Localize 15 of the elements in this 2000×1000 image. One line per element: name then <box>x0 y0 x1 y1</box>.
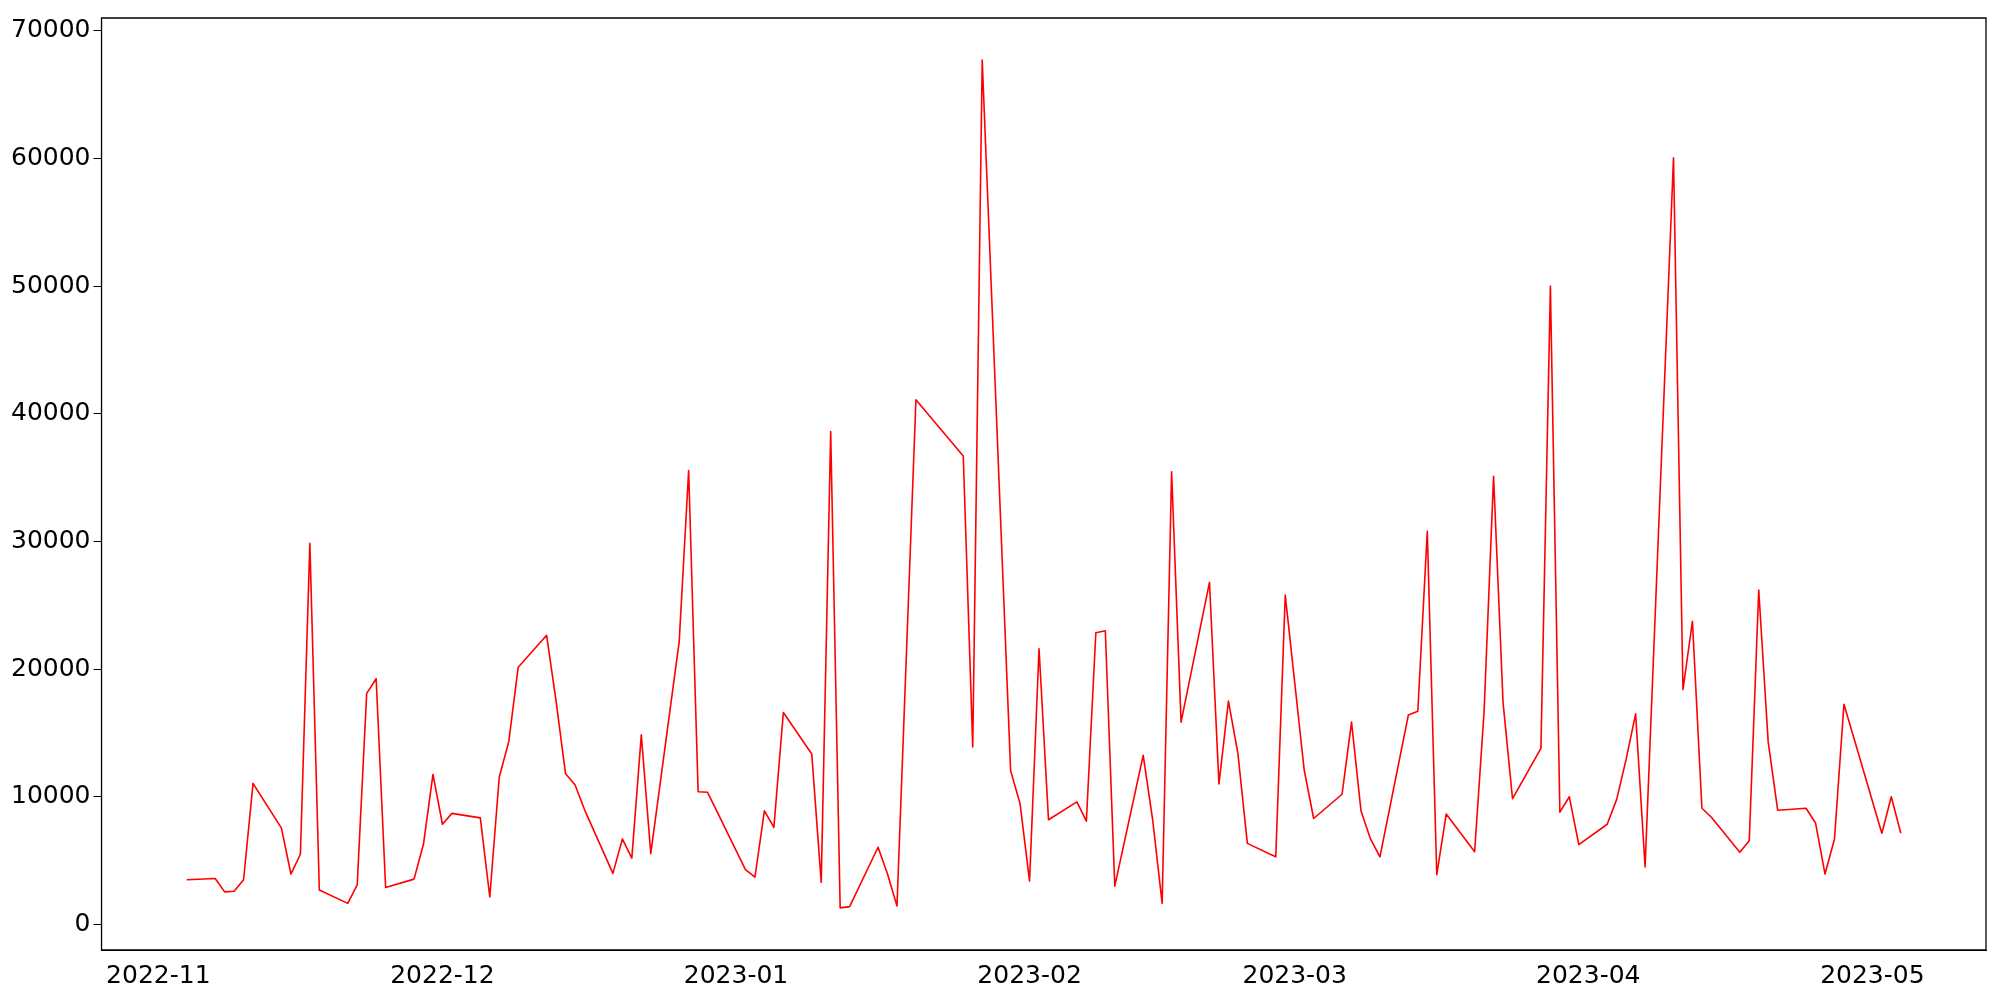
x-tick-label: 2022-11 <box>106 959 211 989</box>
x-tick-label: 2023-02 <box>977 959 1082 989</box>
y-tick-label: 70000 <box>11 14 91 44</box>
x-tick-label: 2023-05 <box>1820 959 1925 989</box>
x-tick-label: 2022-12 <box>390 959 495 989</box>
y-tick-label: 10000 <box>11 780 91 810</box>
x-tick-label: 2023-03 <box>1242 959 1347 989</box>
y-tick-label: 40000 <box>11 397 91 427</box>
x-tick-label: 2023-04 <box>1536 959 1641 989</box>
y-tick-label: 50000 <box>11 269 91 299</box>
y-tick-label: 20000 <box>11 652 91 682</box>
x-tick-label: 2023-01 <box>683 959 789 989</box>
y-tick-label: 60000 <box>11 141 91 171</box>
y-tick-label: 30000 <box>11 524 91 554</box>
y-tick-label: 0 <box>74 907 91 937</box>
